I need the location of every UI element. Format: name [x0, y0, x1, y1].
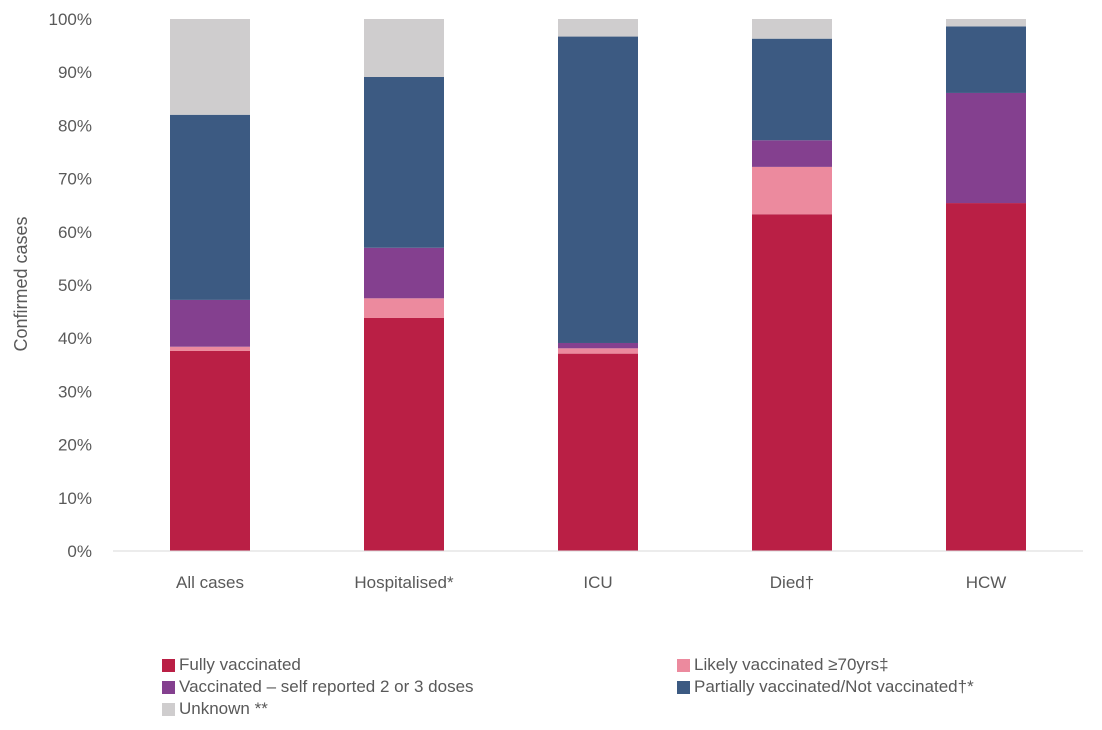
bar-segment: [946, 19, 1026, 27]
legend-swatch: [162, 702, 175, 716]
bar-segment: [170, 19, 250, 115]
x-tick-label: Hospitalised*: [354, 573, 454, 592]
legend-item: Partially vaccinated/Not vaccinated†*: [677, 677, 974, 697]
x-tick-label: All cases: [176, 573, 244, 592]
bar-segment: [558, 36, 638, 343]
bar-segment: [364, 247, 444, 299]
x-tick-label: HCW: [966, 573, 1007, 592]
bar-segment: [170, 346, 250, 351]
bars: [170, 19, 1026, 551]
legend-item: Vaccinated – self reported 2 or 3 doses: [162, 677, 474, 697]
legend-label: Likely vaccinated ≥70yrs‡: [694, 655, 889, 674]
bar-segment: [170, 299, 250, 347]
legend-swatch: [162, 658, 175, 672]
bar-segment: [558, 353, 638, 551]
y-axis-label: Confirmed cases: [11, 216, 31, 351]
stacked-bar-chart: Confirmed cases 0% 10% 20% 30% 40% 50% 60% 70% 8…: [11, 10, 1083, 592]
bar-segment: [752, 19, 832, 39]
y-tick-label: 80%: [58, 116, 92, 135]
y-tick-label: 90%: [58, 63, 92, 82]
y-axis-ticks: 0% 10% 20% 30% 40% 50% 60% 70% 80% 90% 100%: [49, 10, 92, 561]
legend-label: Vaccinated – self reported 2 or 3 doses: [179, 677, 474, 696]
legend-label: Fully vaccinated: [179, 655, 301, 674]
bar-segment: [170, 350, 250, 551]
bar-segment: [170, 114, 250, 300]
legend-label: Partially vaccinated/Not vaccinated†*: [694, 677, 974, 696]
legend-item: Fully vaccinated: [162, 655, 301, 675]
x-tick-label: Died†: [770, 573, 814, 592]
y-tick-label: 100%: [49, 10, 92, 29]
legend-swatch: [162, 680, 175, 694]
bar-segment: [558, 342, 638, 349]
y-tick-label: 50%: [58, 276, 92, 295]
x-axis-ticks: All cases Hospitalised* ICU Died† HCW: [176, 573, 1006, 592]
bar-segment: [752, 140, 832, 167]
y-tick-label: 0%: [67, 542, 92, 561]
legend-swatch: [677, 658, 690, 672]
legend-item: Likely vaccinated ≥70yrs‡: [677, 655, 889, 675]
y-tick-label: 10%: [58, 489, 92, 508]
bar-segment: [364, 19, 444, 77]
legend-item: Unknown **: [162, 699, 268, 719]
bar-segment: [364, 76, 444, 248]
legend-swatch: [677, 680, 690, 694]
bar-segment: [946, 203, 1026, 551]
x-tick-label: ICU: [583, 573, 612, 592]
bar-segment: [558, 19, 638, 37]
bar-segment: [752, 214, 832, 551]
bar-segment: [946, 92, 1026, 204]
y-tick-label: 40%: [58, 329, 92, 348]
y-tick-label: 70%: [58, 170, 92, 189]
bar-segment: [752, 166, 832, 215]
bar-segment: [752, 38, 832, 141]
bar-segment: [558, 348, 638, 354]
bar-segment: [364, 317, 444, 551]
bar-segment: [946, 26, 1026, 93]
y-tick-label: 30%: [58, 382, 92, 401]
bar-segment: [364, 298, 444, 318]
y-tick-label: 60%: [58, 223, 92, 242]
legend-label: Unknown **: [179, 699, 268, 718]
y-tick-label: 20%: [58, 436, 92, 455]
